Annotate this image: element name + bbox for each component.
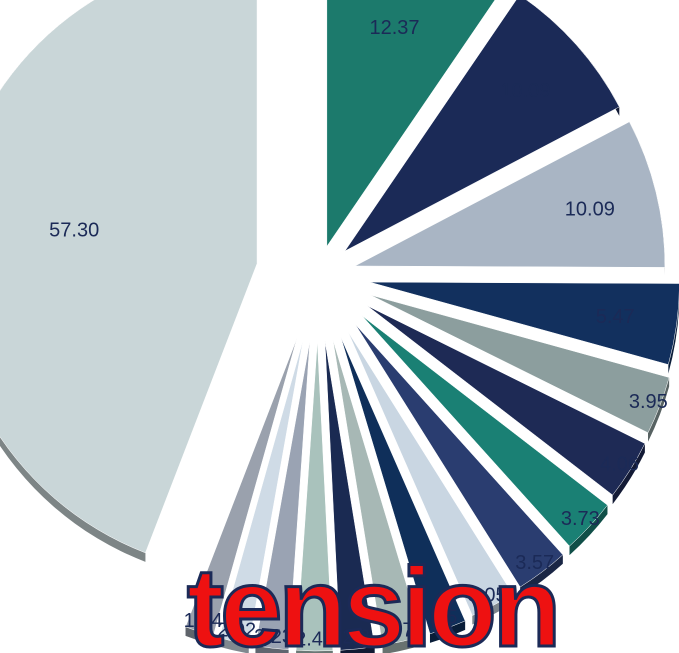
data-label: 5.47 bbox=[596, 306, 635, 328]
pie-slice-side bbox=[612, 443, 645, 505]
pie-slice bbox=[332, 339, 423, 646]
overlay-text: tension bbox=[187, 545, 557, 653]
pie-slice-side bbox=[255, 645, 289, 653]
pie-slice-side bbox=[429, 620, 466, 643]
pie-slice-side bbox=[219, 637, 249, 653]
data-label: 3.95 bbox=[629, 391, 668, 413]
pie-slice bbox=[0, 0, 258, 554]
data-label: 10.09 bbox=[565, 199, 615, 221]
data-label: 2.3 bbox=[342, 627, 370, 649]
data-label: 12.37 bbox=[369, 17, 419, 39]
data-label: 1.94 bbox=[184, 610, 223, 632]
pie-slice bbox=[185, 337, 298, 637]
pie-slice-side bbox=[472, 594, 513, 625]
data-label: 3.57 bbox=[515, 552, 554, 574]
pie-slice bbox=[370, 294, 670, 434]
pie-slice bbox=[218, 339, 304, 645]
pie-slice bbox=[367, 305, 646, 496]
data-label: 3.05 bbox=[468, 585, 507, 607]
data-label: 2.23 bbox=[254, 626, 293, 648]
data-label: 2.5 bbox=[430, 606, 458, 628]
pie-slice-side bbox=[340, 646, 375, 653]
pie-slice bbox=[340, 336, 466, 635]
pie-slice bbox=[354, 121, 666, 268]
pie-slice bbox=[324, 340, 375, 651]
pie-slice bbox=[361, 315, 608, 547]
pie-slice bbox=[295, 340, 334, 652]
pie-slice-side bbox=[185, 626, 214, 646]
pie-slice-side bbox=[520, 554, 563, 597]
data-label: 2.7 bbox=[386, 619, 414, 641]
pie-slice bbox=[347, 331, 514, 616]
data-label: 4.06 bbox=[600, 454, 639, 476]
pie-slice-side bbox=[382, 636, 423, 653]
pie-slice bbox=[255, 340, 311, 651]
data-label: 3.73 bbox=[561, 508, 600, 530]
pie-slice bbox=[326, 0, 496, 248]
pie-slice bbox=[344, 0, 620, 252]
data-label: 2.45 bbox=[295, 629, 334, 651]
data-label: 2.02 bbox=[217, 619, 256, 641]
pie-slice bbox=[369, 281, 679, 365]
pie-slice bbox=[355, 324, 564, 588]
data-label: 10.09 bbox=[500, 80, 550, 102]
pie-slice-side bbox=[569, 505, 608, 556]
data-label: 57.30 bbox=[49, 220, 99, 242]
